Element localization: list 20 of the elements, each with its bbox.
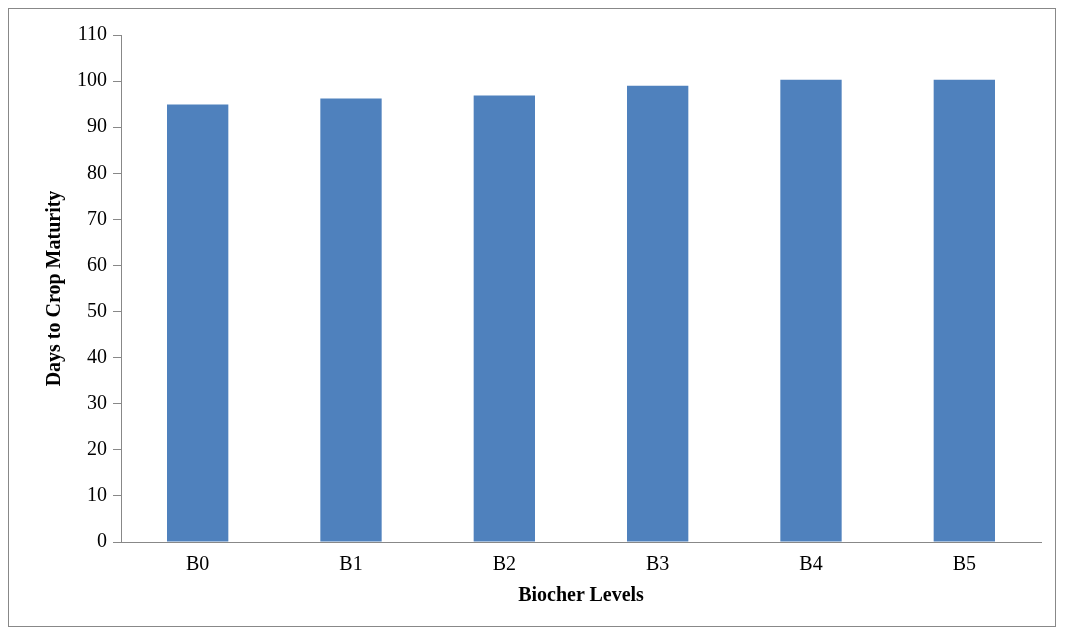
y-tick-label: 40 bbox=[87, 344, 107, 367]
x-tick-label: B2 bbox=[492, 552, 517, 575]
x-tick-label: B4 bbox=[799, 552, 823, 575]
y-tick-label: 70 bbox=[87, 206, 107, 229]
x-tick-label: B3 bbox=[645, 552, 670, 575]
x-tick-label: B5 bbox=[952, 552, 977, 575]
x-tick-label: B1 bbox=[339, 552, 363, 575]
x-tick-label: B0 bbox=[185, 552, 210, 575]
y-tick-label: 0 bbox=[97, 529, 107, 552]
y-tick-label: 30 bbox=[87, 390, 107, 413]
y-tick-label: 110 bbox=[77, 22, 107, 45]
y-tick-label: 60 bbox=[87, 252, 107, 275]
y-tick-label: 100 bbox=[77, 68, 107, 91]
y-axis-title: Days to Crop Maturity bbox=[42, 190, 66, 387]
y-tick-label: 20 bbox=[87, 437, 107, 460]
y-tick-label: 80 bbox=[87, 160, 107, 183]
y-tick-label: 10 bbox=[87, 483, 107, 506]
y-tick-label: 90 bbox=[87, 114, 107, 137]
x-axis-title: Biocher Levels bbox=[518, 583, 645, 606]
y-tick-label: 50 bbox=[87, 298, 107, 321]
